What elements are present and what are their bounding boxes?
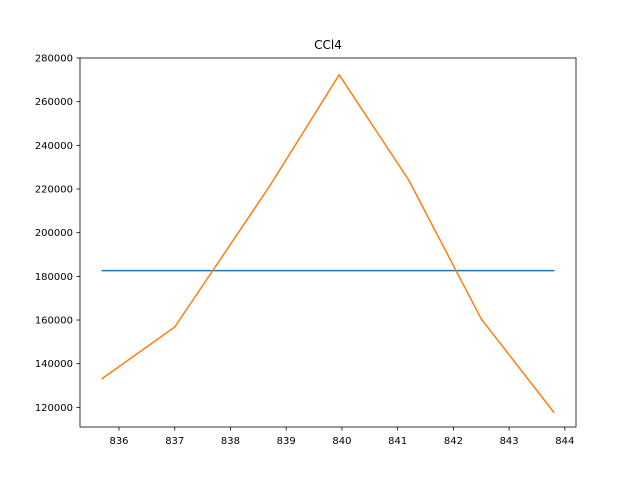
x-tick-label: 843: [500, 436, 519, 447]
y-tick-label: 120000: [35, 403, 73, 414]
y-tick-label: 260000: [35, 97, 73, 108]
chart-title: CCl4: [314, 38, 342, 52]
y-tick-label: 280000: [35, 54, 73, 65]
x-tick-label: 844: [555, 436, 574, 447]
x-tick-label: 840: [332, 436, 351, 447]
y-tick-label: 200000: [35, 228, 73, 239]
x-tick-label: 836: [109, 436, 128, 447]
x-tick-label: 838: [221, 436, 240, 447]
x-tick-label: 837: [165, 436, 184, 447]
x-tick-label: 842: [444, 436, 463, 447]
y-tick-label: 140000: [35, 359, 73, 370]
y-tick-label: 180000: [35, 272, 73, 283]
y-tick-label: 220000: [35, 185, 73, 196]
y-tick-label: 160000: [35, 316, 73, 327]
x-tick-label: 839: [277, 436, 296, 447]
y-tick-label: 240000: [35, 141, 73, 152]
x-tick-label: 841: [388, 436, 407, 447]
